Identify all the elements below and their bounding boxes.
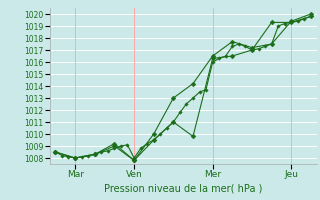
X-axis label: Pression niveau de la mer( hPa ): Pression niveau de la mer( hPa ) [104,183,262,193]
